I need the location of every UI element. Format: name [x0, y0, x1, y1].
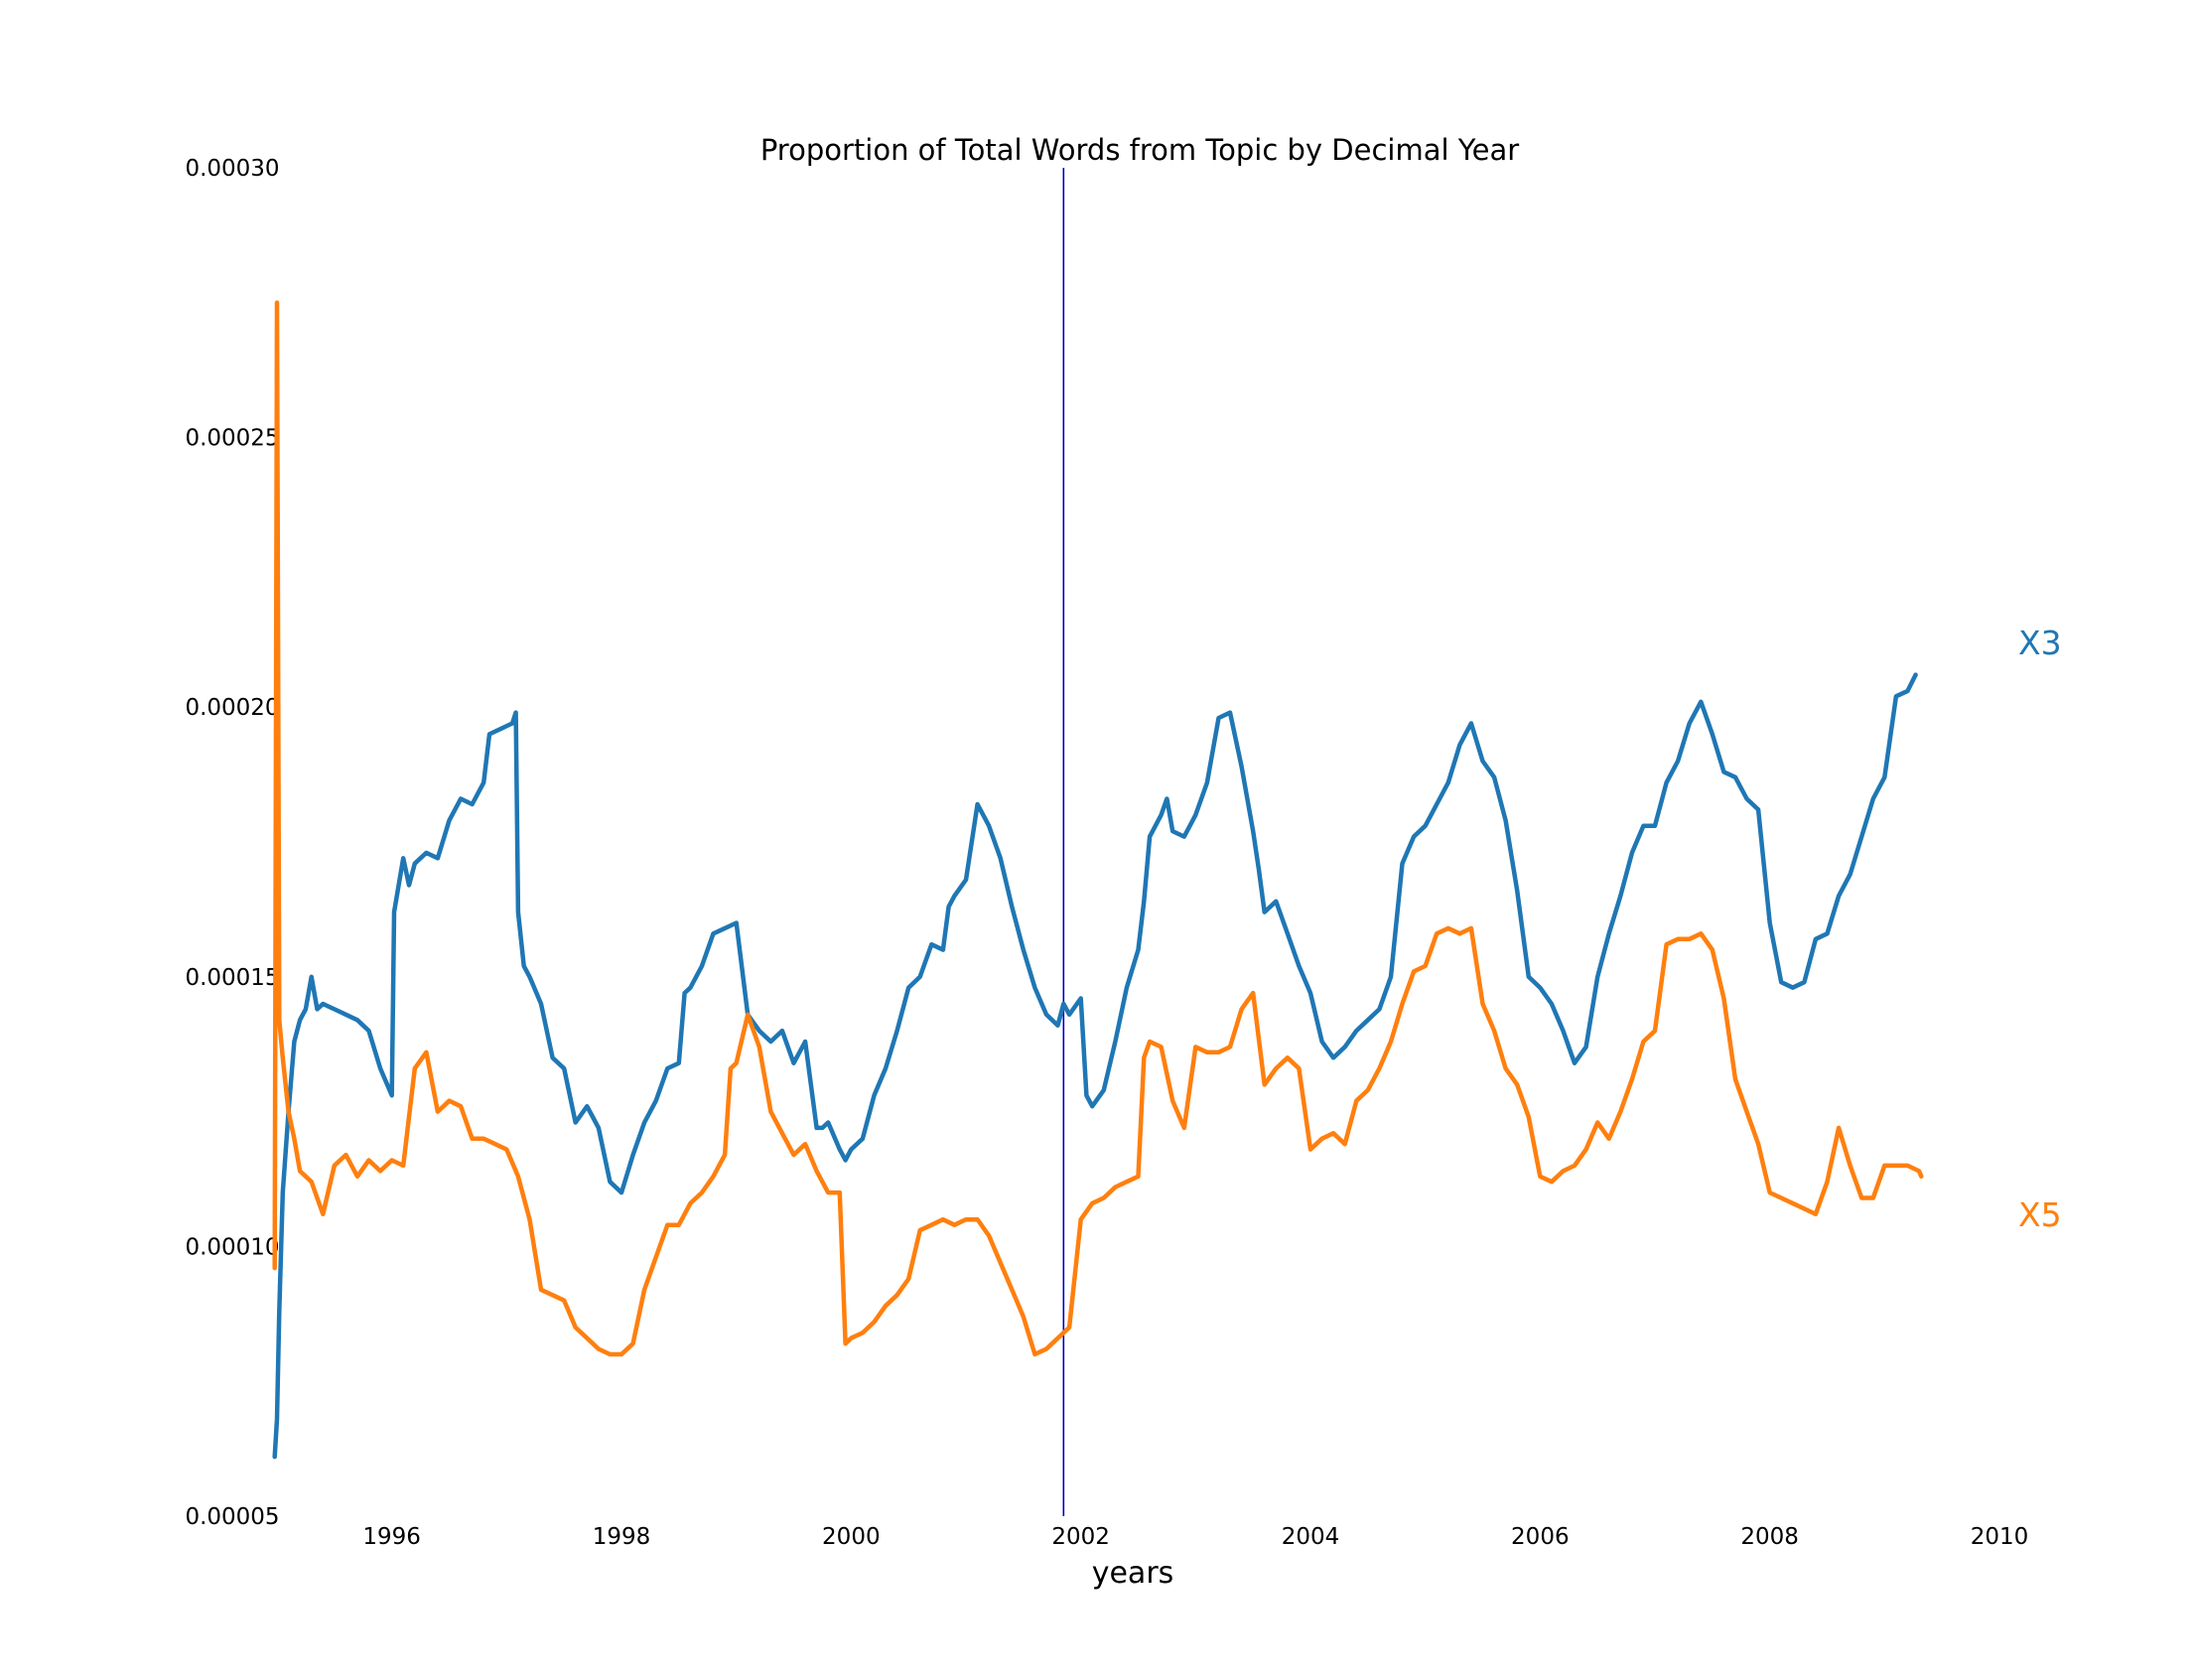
x-tick-label: 2008 [1740, 1524, 1799, 1550]
x-tick-labels: 1996 1998 2000 2002 2004 2006 2008 2010 [362, 1524, 2028, 1550]
series-label-x3: X3 [2018, 624, 2062, 662]
y-tick-label: 0.00030 [185, 156, 279, 182]
x-tick-label: 2004 [1282, 1524, 1340, 1550]
series-labels: X3 X5 [2018, 624, 2062, 1234]
y-tick-label: 0.00020 [185, 695, 279, 721]
y-tick-labels: 0.00005 0.00010 0.00015 0.00020 0.00025 0.000… [185, 156, 279, 1530]
x-tick-label: 1996 [362, 1524, 421, 1550]
x-tick-label: 2002 [1051, 1524, 1110, 1550]
series-line-x3 [272, 672, 1918, 1460]
y-tick-label: 0.00010 [185, 1234, 279, 1260]
x-axis-label: years [1092, 1556, 1174, 1591]
y-tick-label: 0.00005 [185, 1504, 279, 1530]
series-lines [272, 300, 1924, 1460]
series-label-x5: X5 [2018, 1195, 2062, 1234]
x-tick-label: 1998 [593, 1524, 651, 1550]
chart-title: Proportion of Total Words from Topic by … [760, 133, 1519, 167]
x-tick-label: 2006 [1511, 1524, 1570, 1550]
y-tick-label: 0.00015 [185, 965, 279, 991]
x-tick-label: 2010 [1971, 1524, 2029, 1550]
x-tick-label: 2000 [822, 1524, 881, 1550]
series-line-x5 [272, 300, 1924, 1357]
y-tick-label: 0.00025 [185, 426, 279, 452]
